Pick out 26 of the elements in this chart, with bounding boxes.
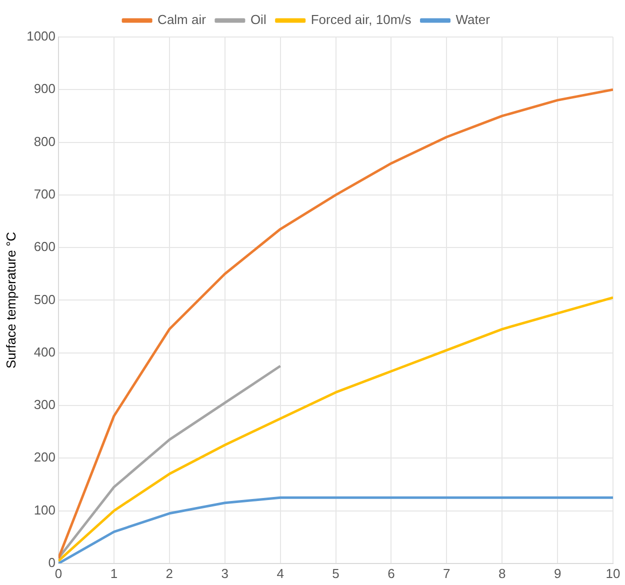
y-tick-label: 900 <box>34 81 56 96</box>
x-tick-label: 2 <box>166 566 174 581</box>
x-tick-label: 1 <box>110 566 118 581</box>
x-tick-label: 6 <box>388 566 395 581</box>
x-tick-label: 4 <box>276 566 284 581</box>
legend-label: Oil <box>250 12 266 28</box>
x-tick-label: 10 <box>606 566 620 581</box>
y-tick-label: 700 <box>34 186 56 202</box>
legend-label: Forced air, 10m/s <box>310 12 412 28</box>
x-tick-label: 3 <box>221 566 228 581</box>
x-tick-label: 8 <box>498 566 506 581</box>
y-tick-label: 0 <box>48 554 56 570</box>
y-tick-label: 300 <box>34 397 56 412</box>
x-tick-label: 5 <box>332 566 340 581</box>
y-tick-label: 500 <box>34 292 56 307</box>
y-axis-title: Surface temperature °C <box>3 232 18 369</box>
y-tick-label: 400 <box>34 344 56 360</box>
y-tick-label: 800 <box>34 134 56 149</box>
x-tick-label: 7 <box>443 566 450 581</box>
y-tick-label: 200 <box>34 450 56 465</box>
legend-label: Calm air <box>158 12 207 28</box>
y-tick-label: 600 <box>34 239 56 254</box>
y-tick-label: 100 <box>34 502 56 518</box>
x-tick-label: 9 <box>554 566 562 581</box>
legend-label: Water <box>456 12 491 28</box>
y-tick-label: 1000 <box>26 28 56 44</box>
